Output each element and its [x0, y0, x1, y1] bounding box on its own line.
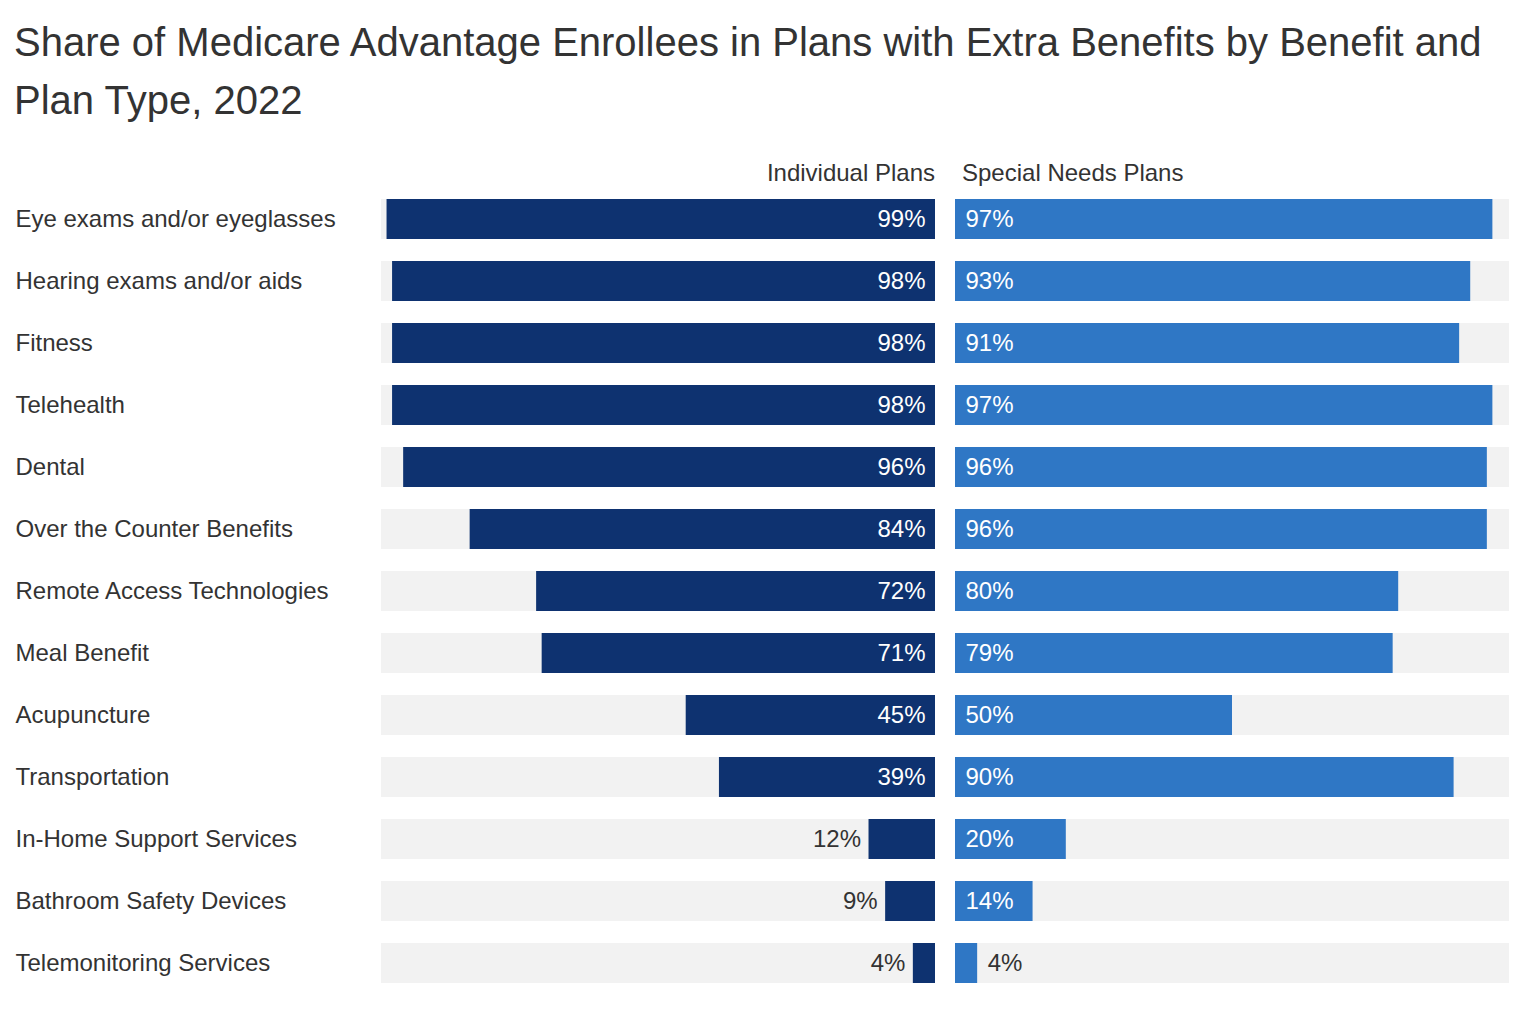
svg-text:12%: 12%	[813, 825, 861, 852]
svg-text:20%: 20%	[966, 825, 1014, 852]
svg-text:96%: 96%	[966, 515, 1014, 542]
svg-text:Telemonitoring Services: Telemonitoring Services	[16, 949, 271, 976]
svg-text:80%: 80%	[966, 577, 1014, 604]
svg-text:Fitness: Fitness	[16, 329, 93, 356]
svg-text:Meal Benefit: Meal Benefit	[16, 639, 150, 666]
svg-text:84%: 84%	[877, 515, 925, 542]
svg-text:Over the Counter Benefits: Over the Counter Benefits	[16, 515, 293, 542]
svg-text:96%: 96%	[877, 453, 925, 480]
svg-text:97%: 97%	[966, 205, 1014, 232]
svg-text:98%: 98%	[877, 391, 925, 418]
svg-text:99%: 99%	[877, 205, 925, 232]
svg-text:14%: 14%	[966, 887, 1014, 914]
svg-text:98%: 98%	[877, 267, 925, 294]
svg-text:Transportation: Transportation	[16, 763, 170, 790]
svg-text:93%: 93%	[966, 267, 1014, 294]
svg-text:50%: 50%	[966, 701, 1014, 728]
html-text:Individual Plans: Individual Plans	[766, 159, 935, 186]
svg-text:71%: 71%	[877, 639, 925, 666]
svg-text:98%: 98%	[877, 329, 925, 356]
svg-text:Remote Access Technologies: Remote Access Technologies	[16, 577, 329, 604]
svg-text:91%: 91%	[966, 329, 1014, 356]
svg-text:79%: 79%	[966, 639, 1014, 666]
svg-text:96%: 96%	[966, 453, 1014, 480]
svg-text:Acupuncture: Acupuncture	[16, 701, 151, 728]
svg-text:In-Home Support Services: In-Home Support Services	[16, 825, 297, 852]
svg-text:4%: 4%	[871, 949, 906, 976]
svg-text:97%: 97%	[966, 391, 1014, 418]
svg-text:Eye exams and/or eyeglasses: Eye exams and/or eyeglasses	[16, 205, 336, 232]
svg-text:90%: 90%	[966, 763, 1014, 790]
svg-text:45%: 45%	[877, 701, 925, 728]
html-text:Special Needs Plans: Special Needs Plans	[962, 159, 1184, 186]
html-text:Share of Medicare Advantage En: Share of Medicare Advantage Enrollees in…	[14, 20, 1482, 122]
svg-text:Telehealth: Telehealth	[16, 391, 125, 418]
svg-text:Bathroom Safety Devices: Bathroom Safety Devices	[16, 887, 287, 914]
svg-text:39%: 39%	[877, 763, 925, 790]
svg-text:Hearing exams and/or aids: Hearing exams and/or aids	[16, 267, 303, 294]
svg-text:9%: 9%	[843, 887, 878, 914]
svg-text:4%: 4%	[988, 949, 1023, 976]
svg-text:72%: 72%	[877, 577, 925, 604]
svg-text:Dental: Dental	[16, 453, 85, 480]
